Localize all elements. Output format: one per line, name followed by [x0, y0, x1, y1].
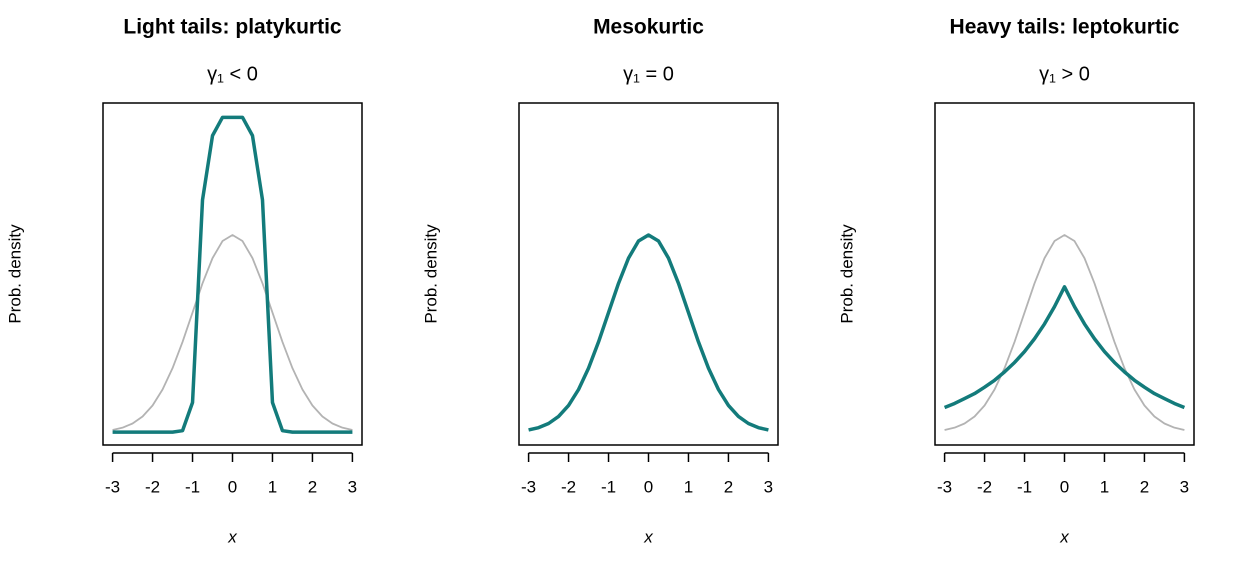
x-tick-label: 0: [1060, 477, 1069, 496]
x-tick-label: -1: [601, 477, 616, 496]
x-tick-label: -3: [937, 477, 952, 496]
x-tick-label: 1: [268, 477, 277, 496]
x-tick-label: 3: [764, 477, 773, 496]
x-tick-label: 3: [1180, 477, 1189, 496]
x-tick-label: -2: [145, 477, 160, 496]
x-tick-label: -1: [185, 477, 200, 496]
x-tick-label: 0: [644, 477, 653, 496]
x-tick-label: 2: [724, 477, 733, 496]
plot-frame: [518, 102, 779, 446]
plot-frame: [102, 102, 363, 446]
chart-subtitle: γ₁ < 0: [207, 63, 258, 85]
x-tick-label: 1: [684, 477, 693, 496]
density-line: [943, 285, 1186, 410]
y-axis-label: Prob. density: [421, 224, 440, 324]
density-line: [112, 234, 353, 431]
x-tick-label: -2: [561, 477, 576, 496]
x-tick-label: -2: [977, 477, 992, 496]
chart-title: Light tails: platykurtic: [123, 16, 342, 39]
chart-title: Mesokurtic: [593, 16, 704, 39]
x-tick-label: -3: [105, 477, 120, 496]
chart-title: Heavy tails: leptokurtic: [950, 16, 1180, 39]
x-axis-label: x: [643, 527, 653, 546]
x-tick-label: 2: [308, 477, 317, 496]
x-tick-label: -1: [1017, 477, 1032, 496]
y-axis-label: Prob. density: [5, 224, 24, 324]
x-axis-label: x: [1059, 527, 1069, 546]
chart-subtitle: γ₁ = 0: [623, 63, 674, 85]
density-line: [944, 234, 1185, 431]
density-line: [112, 115, 353, 434]
plot-frame: [934, 102, 1195, 446]
x-tick-label: 1: [1100, 477, 1109, 496]
y-axis-label: Prob. density: [837, 224, 856, 324]
chart-subtitle: γ₁ > 0: [1039, 63, 1090, 85]
x-tick-label: 3: [348, 477, 357, 496]
x-tick-label: 0: [228, 477, 237, 496]
x-tick-label: -3: [521, 477, 536, 496]
density-line: [528, 233, 769, 432]
x-axis-label: x: [227, 527, 237, 546]
x-tick-label: 2: [1140, 477, 1149, 496]
